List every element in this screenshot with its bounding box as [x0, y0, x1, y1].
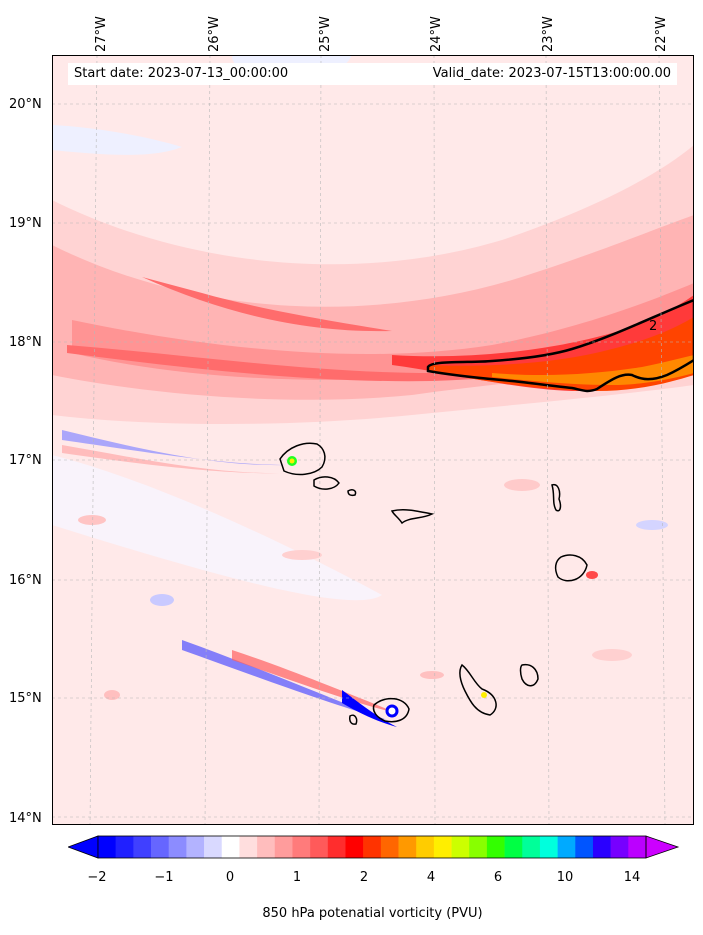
valid-date-label: Valid_date: 2023-07-15T13:00:00.00 [432, 66, 671, 81]
colorbar-bin [539, 836, 558, 858]
colorbar-bin [380, 836, 399, 858]
island-boa-vista [554, 554, 588, 582]
weak-negative-patch-northwest [52, 125, 182, 155]
colorbar-bin [292, 836, 311, 858]
colorbar-bin [115, 836, 134, 858]
lat-tick-19n: 19°N [9, 216, 42, 231]
colorbar-tick: 0 [225, 870, 235, 885]
colorbar-tick: 6 [493, 870, 503, 885]
weak-negative-patch-south [52, 455, 382, 601]
colorbar-tick: 2 [359, 870, 369, 885]
lon-tick-23w: 23°W [541, 16, 556, 52]
positive-streak-south [232, 650, 397, 713]
colorbar-bin [522, 836, 541, 858]
wake-streak-santiago [342, 690, 397, 727]
graticule [52, 55, 694, 825]
colorbar-bin [486, 836, 505, 858]
colorbar-bin [451, 836, 470, 858]
contour-label-2: 2 [649, 319, 657, 334]
colorbar-bin [98, 836, 116, 858]
colorbar-bin [221, 836, 240, 858]
colorbar-extend-low [68, 835, 99, 859]
lat-tick-15n: 15°N [9, 691, 42, 706]
lon-tick-27w: 27°W [94, 16, 109, 52]
colorbar-bin [416, 836, 435, 858]
island-santiago [459, 663, 497, 716]
lon-tick-25w: 25°W [318, 16, 333, 52]
colorbar-bin [186, 836, 205, 858]
lat-tick-14n: 14°N [9, 811, 42, 826]
colorbar-bin [433, 836, 452, 858]
colorbar-bin [628, 836, 647, 858]
lat-tick-18n: 18°N [9, 335, 42, 350]
pv-max-orange [492, 355, 694, 385]
colorbar-label: 850 hPa potenatial vorticity (PVU) [262, 906, 483, 921]
island-santa-luzia [347, 489, 357, 497]
colorbar-bin [168, 836, 187, 858]
start-date-label: Start date: 2023-07-13_00:00:00 [74, 66, 289, 81]
lon-tick-24w: 24°W [429, 16, 444, 52]
colorbar [68, 835, 680, 859]
colorbar-tick: 1 [292, 870, 302, 885]
colorbar-bin [133, 836, 152, 858]
colorbar-bin [310, 836, 329, 858]
island-maio [519, 663, 539, 687]
colorbar-bin [239, 836, 258, 858]
island-brava [349, 714, 358, 725]
colorbar-bin [504, 836, 523, 858]
colorbar-bin [363, 836, 382, 858]
pv-contour-2 [426, 298, 694, 393]
island-sao-vicente [313, 476, 340, 490]
island-santo-antao [279, 442, 326, 476]
lon-tick-26w: 26°W [207, 16, 222, 52]
island-sal [551, 483, 562, 512]
colorbar-bin [575, 836, 594, 858]
island-fogo [372, 697, 410, 723]
lat-tick-16n: 16°N [9, 573, 42, 588]
colorbar-tick: 4 [426, 870, 436, 885]
lon-tick-22w: 22°W [654, 16, 669, 52]
colorbar-tick: −2 [87, 870, 107, 885]
colorbar-bin [610, 836, 629, 858]
colorbar-bin [557, 836, 576, 858]
colorbar-tick: −1 [154, 870, 174, 885]
colorbar-bin [398, 836, 417, 858]
colorbar-frame [97, 835, 647, 859]
colorbar-bin [327, 836, 346, 858]
colorbar-bin [151, 836, 170, 858]
positive-streak-north [62, 445, 287, 474]
colorbar-bin [274, 836, 293, 858]
colorbar-bin [469, 836, 488, 858]
colorbar-bin [257, 836, 276, 858]
colorbar-extend-high [645, 835, 680, 859]
colorbar-bin [592, 836, 611, 858]
colorbar-bin [204, 836, 223, 858]
vorticity-map: 2 [52, 55, 694, 825]
lat-tick-17n: 17°N [9, 453, 42, 468]
island-sao-nicolau [390, 509, 435, 525]
island-coastlines [279, 442, 588, 725]
date-info-box: Start date: 2023-07-13_00:00:00 Valid_da… [68, 63, 677, 85]
colorbar-tick: 10 [556, 870, 574, 885]
colorbar-tick: 14 [623, 870, 641, 885]
lat-tick-20n: 20°N [9, 97, 42, 112]
colorbar-bin [345, 836, 364, 858]
